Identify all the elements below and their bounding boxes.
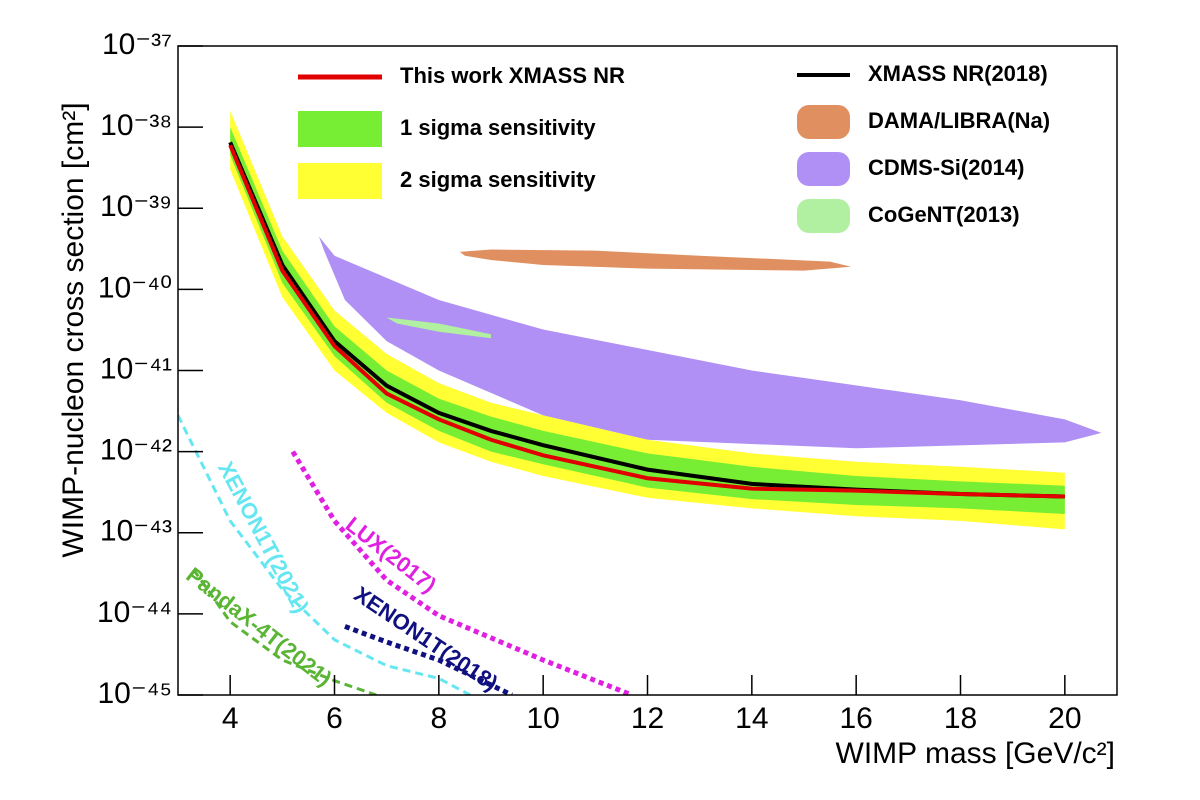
x-tick-label: 4 <box>222 702 239 735</box>
x-tick-label: 20 <box>1048 702 1081 735</box>
x-tick-label: 8 <box>430 702 447 735</box>
legend-swatch <box>298 163 382 199</box>
x-tick-label: 18 <box>944 702 977 735</box>
curve-label: PandaX-4T(2021) <box>181 562 336 691</box>
x-axis-title: WIMP mass [GeV/c²] <box>836 737 1115 770</box>
legend-label: DAMA/LIBRA(Na) <box>868 108 1050 133</box>
region <box>386 317 491 339</box>
legend-label: This work XMASS NR <box>400 63 625 88</box>
axes: 4 6 8 10 12 14 16 18 20 10⁻⁴⁵ 10⁻⁴⁴ 10⁻⁴³ 10⁻⁴² 10⁻⁴¹… <box>97 28 1118 735</box>
experiment-limit <box>290 450 633 695</box>
experiment-limit <box>192 568 377 695</box>
legend-swatch <box>797 199 850 233</box>
y-tick-label: 10⁻⁴⁵ <box>97 677 172 710</box>
plot-area <box>178 110 1102 695</box>
x-tick-label: 16 <box>839 702 872 735</box>
experiment-limit <box>178 414 471 695</box>
legend-label: CDMS-Si(2014) <box>868 155 1024 180</box>
legend-label: 2 sigma sensitivity <box>400 167 596 192</box>
y-tick-label: 10⁻⁴⁰ <box>98 271 172 304</box>
x-tick-label: 6 <box>326 702 343 735</box>
x-tick-label: 12 <box>631 702 664 735</box>
legend-swatch <box>797 152 850 186</box>
y-tick-label: 10⁻³⁷ <box>102 28 172 61</box>
y-axis-title: WIMP-nucleon cross section [cm²] <box>57 102 90 557</box>
y-tick-label: 10⁻³⁹ <box>100 190 172 223</box>
experiment-limit <box>344 624 513 695</box>
limit-line <box>228 144 1065 499</box>
y-tick-label: 10⁻⁴³ <box>100 515 172 548</box>
legend-label: 1 sigma sensitivity <box>400 115 596 140</box>
region <box>318 236 1102 449</box>
legend-label: XMASS NR(2018) <box>868 61 1048 86</box>
legend: This work XMASS NR 1 sigma sensitivity 2 s… <box>298 61 1050 233</box>
y-tick-label: 10⁻⁴⁴ <box>97 596 172 629</box>
legend-label: CoGeNT(2013) <box>868 202 1020 227</box>
y-tick-label: 10⁻³⁸ <box>100 109 172 142</box>
x-tick-label: 14 <box>735 702 768 735</box>
y-tick-label: 10⁻⁴¹ <box>100 352 172 385</box>
y-tick-label: 10⁻⁴² <box>100 434 172 467</box>
legend-swatch <box>298 111 382 147</box>
legend-swatch <box>797 105 850 139</box>
x-tick-label: 10 <box>526 702 559 735</box>
region <box>459 249 851 271</box>
